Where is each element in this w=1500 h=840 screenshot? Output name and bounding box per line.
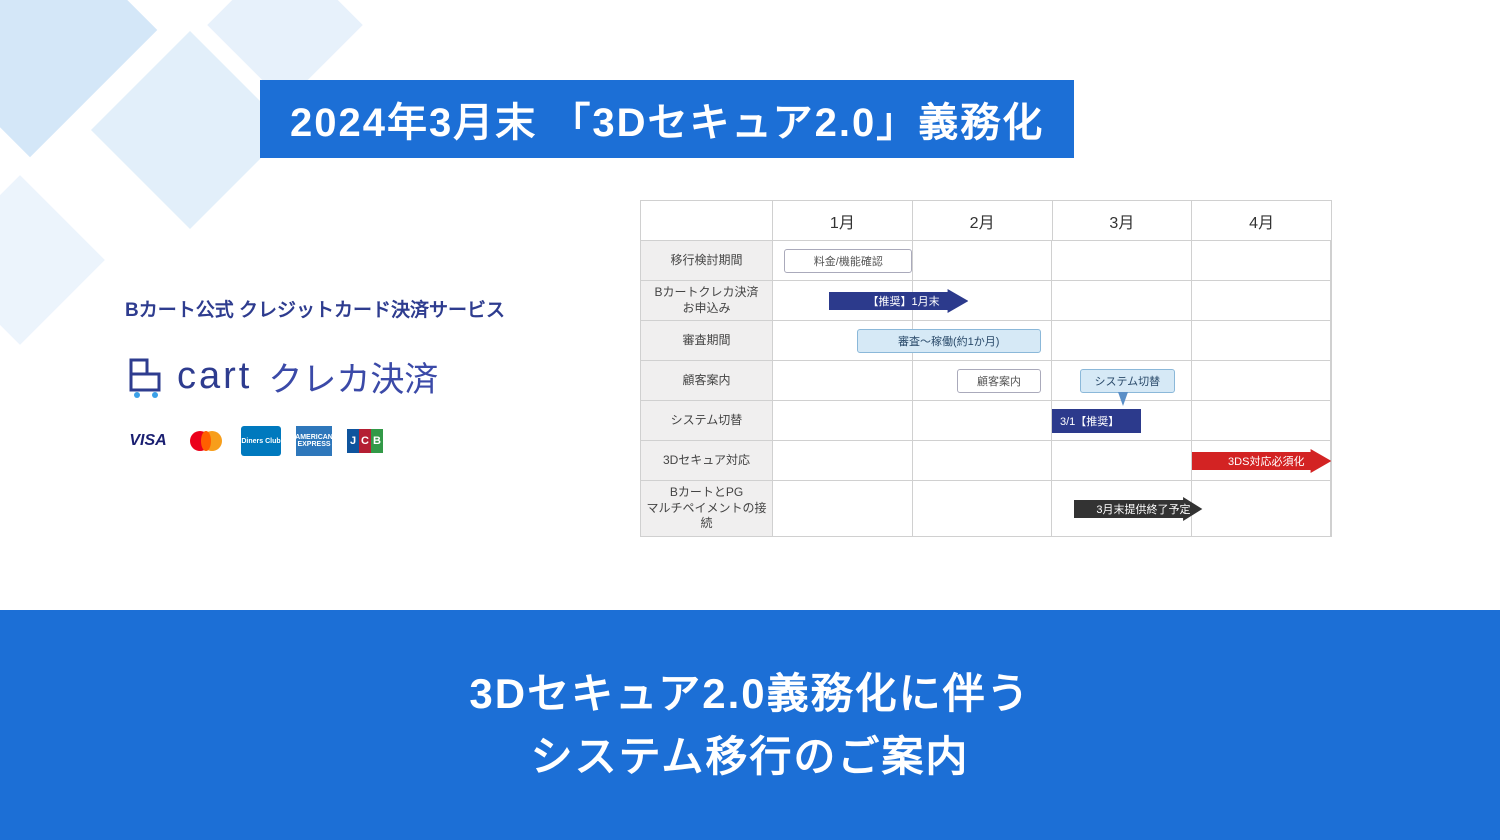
gantt-month-header: 2月 [913,201,1053,240]
gantt-row: システム切替 3/1【推奨】 [641,401,1331,441]
bcart-logo-icon [125,356,167,398]
gantt-month-header: 3月 [1053,201,1193,240]
logo-word: cart [177,355,252,398]
gantt-row-label: BカートとPGマルチペイメントの接続 [641,481,773,536]
gantt-header-row: 1月2月3月4月 [641,201,1331,241]
migration-gantt-chart: 1月2月3月4月移行検討期間料金/機能確認Bカートクレカ決済お申込み【推奨】1月… [640,200,1332,537]
service-subhead: Bカート公式 クレジットカード決済サービス [125,295,540,322]
gantt-bar: 顧客案内 [957,369,1041,393]
gantt-month-header: 1月 [773,201,913,240]
gantt-bar: システム切替 [1080,369,1175,393]
gantt-row-label: 3Dセキュア対応 [641,441,773,480]
mastercard-icon [186,426,226,456]
header-title: 2024年3月末 「3Dセキュア2.0」義務化 [260,80,1074,158]
gantt-row: 顧客案内 顧客案内 システム切替 [641,361,1331,401]
gantt-bar: 料金/機能確認 [784,249,912,273]
diners-icon: Diners Club [241,426,281,456]
logo-row: cart クレカ決済 [125,352,540,401]
gantt-bar: 3月末提供終了予定 [1074,497,1202,521]
gantt-bar: 【推奨】1月末 [829,289,969,313]
gantt-row: BカートとPGマルチペイメントの接続 3月末提供終了予定 [641,481,1331,536]
logo-kana: クレカ決済 [268,352,438,401]
gantt-row: 移行検討期間料金/機能確認 [641,241,1331,281]
gantt-bar: 審査～稼働(約1か月) [857,329,1041,353]
gantt-row-label: 顧客案内 [641,361,773,400]
gantt-row: 審査期間 審査～稼働(約1か月) [641,321,1331,361]
gantt-bar: 3DS対応必須化 [1192,449,1332,473]
card-brand-logos: VISA Diners Club AMERICANEXPRESS JCB [125,426,540,456]
gantt-month-header: 4月 [1192,201,1331,240]
jcb-icon: JCB [347,426,383,456]
gantt-row-label: システム切替 [641,401,773,440]
footer-line-1: 3Dセキュア2.0義務化に伴う [469,662,1030,725]
footer-band: 3Dセキュア2.0義務化に伴う システム移行のご案内 [0,610,1500,840]
gantt-row: Bカートクレカ決済お申込み 【推奨】1月末 [641,281,1331,321]
service-block: Bカート公式 クレジットカード決済サービス cart クレカ決済 VISA Di… [125,295,540,456]
gantt-row-label: Bカートクレカ決済お申込み [641,281,773,320]
gantt-row-label: 審査期間 [641,321,773,360]
footer-line-2: システム移行のご案内 [531,725,970,788]
visa-icon: VISA [125,426,171,456]
gantt-bar: 3/1【推奨】 [1052,409,1141,433]
amex-icon: AMERICANEXPRESS [296,426,332,456]
gantt-row-label: 移行検討期間 [641,241,773,280]
gantt-row: 3Dセキュア対応 3DS対応必須化 [641,441,1331,481]
